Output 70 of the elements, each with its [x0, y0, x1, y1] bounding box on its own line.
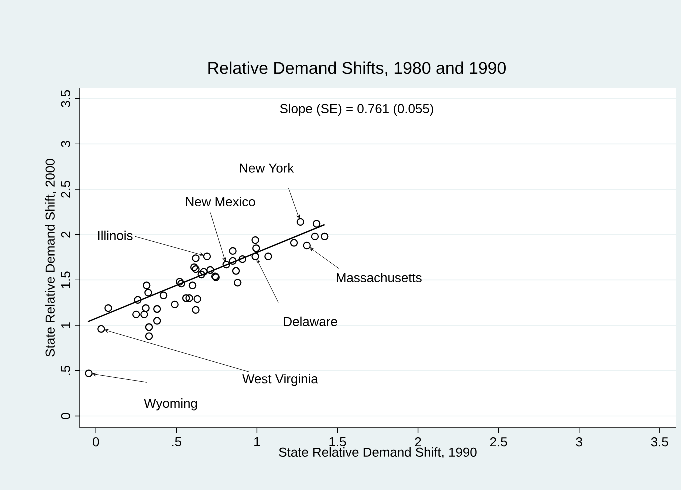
x-tick-label: 3.5 [651, 438, 668, 447]
annotation: Massachusetts [337, 272, 422, 283]
point [203, 252, 212, 260]
annotation: West Virginia [242, 374, 318, 386]
y-tick-label: 0 [61, 413, 70, 420]
y-tick-label: 2.5 [61, 181, 70, 198]
text: Slope (SE) = 0.761 (0.055) [280, 104, 434, 116]
point [142, 304, 150, 312]
point [238, 256, 247, 264]
point [311, 232, 320, 241]
annotation: Illinois [98, 230, 133, 240]
x-tick-label: 1.5 [330, 438, 346, 447]
point [143, 282, 151, 290]
point [200, 268, 208, 276]
point [160, 292, 168, 300]
point [145, 332, 154, 340]
point [186, 294, 194, 302]
point [198, 270, 206, 279]
y-tick-label: 1.5 [61, 272, 70, 288]
annotation: New York [240, 163, 294, 173]
point [229, 257, 237, 266]
point [188, 282, 197, 290]
annotation: New Mexico [186, 197, 256, 207]
point [264, 252, 272, 260]
point [145, 324, 154, 332]
point [153, 305, 162, 314]
y-tick-label: 3.5 [61, 90, 70, 108]
point [140, 310, 148, 319]
point [234, 279, 242, 287]
point [134, 296, 142, 304]
point [252, 236, 260, 244]
x-tick-label: .5 [172, 438, 182, 447]
point [194, 295, 202, 304]
x-tick-label: 0 [93, 438, 100, 447]
y-tick-label: 1 [62, 322, 70, 328]
point [290, 239, 298, 247]
x-tick-label: 2.5 [490, 438, 508, 447]
y-axis-title: State Relative Demand Shift, 2000 [45, 159, 56, 357]
point [312, 220, 321, 228]
point [222, 260, 230, 269]
chart-title: Relative Demand Shifts, 1980 and 1990 [208, 62, 506, 76]
point [178, 280, 186, 288]
y-tick-label: .5 [61, 366, 70, 376]
point [153, 317, 162, 325]
point [171, 300, 179, 309]
point [104, 304, 112, 312]
point [229, 247, 237, 256]
point [192, 254, 200, 262]
y-tick-label: 3 [61, 141, 70, 148]
annotation: Delaware [284, 316, 338, 326]
point [132, 310, 140, 319]
x-tick-label: 1 [254, 438, 260, 446]
point [206, 266, 214, 274]
x-tick-label: 3 [576, 438, 582, 447]
point [192, 265, 200, 274]
point [296, 218, 305, 226]
y-tick-label: 2 [61, 232, 70, 238]
point [320, 232, 329, 241]
point [252, 252, 260, 260]
point [232, 267, 240, 275]
point [144, 289, 152, 297]
x-axis-title: State Relative Demand Shift, 1990 [279, 448, 477, 459]
point [192, 306, 200, 314]
x-tick-label: 2 [415, 438, 422, 447]
point [190, 264, 198, 272]
point [182, 294, 190, 302]
point [176, 278, 184, 286]
point [252, 244, 260, 252]
point [303, 242, 311, 250]
annotation: Wyoming [144, 398, 198, 411]
